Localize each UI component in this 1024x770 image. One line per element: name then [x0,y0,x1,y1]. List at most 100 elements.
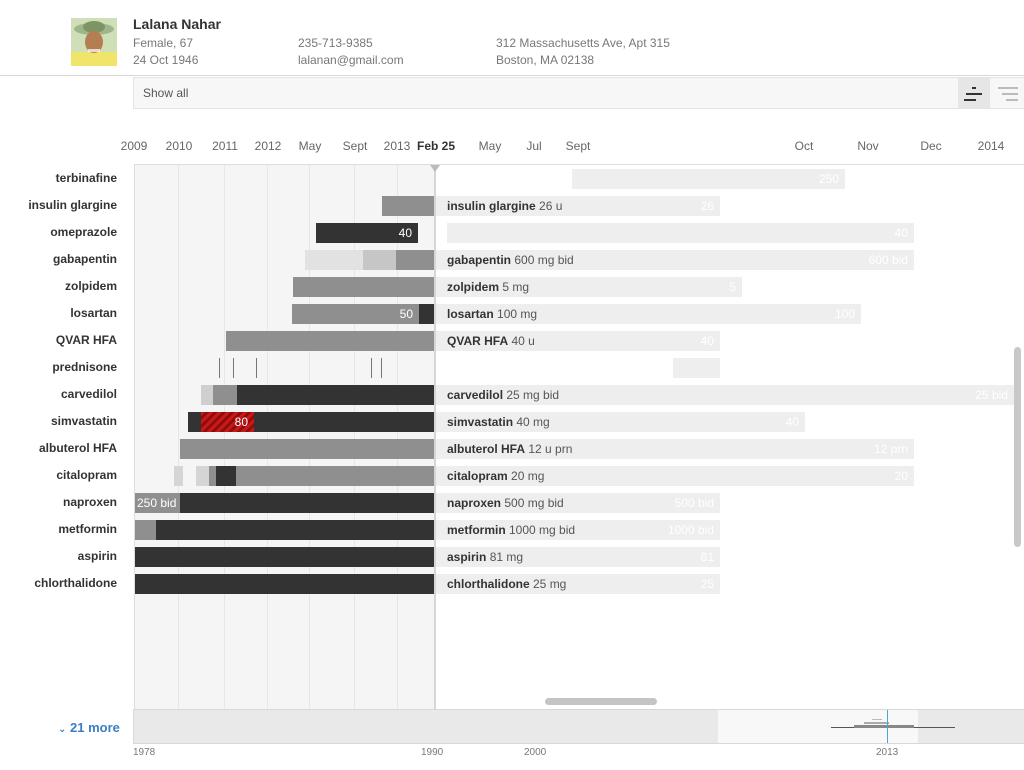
med-row-label[interactable]: terbinafine [55,171,117,185]
future-dose-bar[interactable]: 250 [572,169,845,189]
time-axis: 2009 2010 2011 2012 May Sept 2013 Feb 25… [0,136,1024,156]
med-row-label[interactable]: naproxen [62,495,117,509]
timeline-view-icon [964,87,982,101]
future-dose-bar[interactable]: 40 [436,412,805,432]
patient-sex-age: Female, 67 [133,36,194,50]
dose-event-mark[interactable] [256,358,257,378]
overview-year-label: 1978 [133,747,156,758]
past-dose-bar[interactable] [254,412,435,432]
show-all-button[interactable]: Show all [143,86,189,100]
overview-year-label: 2000 [524,747,547,758]
past-dose-bar-highlighted[interactable]: 80 [201,412,254,432]
vertical-scrollbar[interactable] [1014,347,1021,547]
overview-timeline[interactable] [133,709,1024,744]
future-dose-bar[interactable]: 20 [436,466,914,486]
med-current-dose: carvedilol 25 mg bid [447,388,560,402]
med-current-dose: citalopram 20 mg [447,469,545,483]
future-dose-bar[interactable]: 600 bid [436,250,914,270]
axis-tick: May [298,139,322,153]
past-dose-bar[interactable] [226,331,435,351]
axis-tick: Sept [565,139,591,153]
axis-tick: Sept [342,139,368,153]
med-row-label[interactable]: carvedilol [60,387,117,401]
future-dose-bar[interactable]: 81 [436,547,720,567]
med-row-label[interactable]: insulin glargine [28,198,117,212]
med-row-label[interactable]: gabapentin [52,252,117,266]
past-dose-bar[interactable] [135,547,435,567]
axis-tick: Jul [526,139,542,153]
horizontal-scrollbar[interactable] [545,698,657,705]
past-dose-bar[interactable] [209,466,216,486]
past-dose-bar[interactable] [135,574,435,594]
dose-event-mark[interactable] [219,358,220,378]
patient-address-line1: 312 Massachusetts Ave, Apt 315 [496,36,670,50]
overview-year-label: 2013 [876,747,899,758]
axis-tick: 2010 [165,139,193,153]
past-dose-bar[interactable] [237,385,435,405]
list-view-icon [998,87,1018,101]
med-row-label[interactable]: omeprazole [50,225,117,239]
med-current-dose: gabapentin 600 mg bid [447,253,574,267]
med-row-label[interactable]: metformin [58,522,117,536]
past-dose-bar[interactable] [180,439,435,459]
past-dose-bar[interactable] [382,196,435,216]
show-more-link[interactable]: ⌄ 21 more [58,720,120,735]
medication-timeline[interactable]: 250 26 insulin glargine 26 u 40 40 600 b… [134,164,1024,710]
patient-name: Lalana Nahar [133,16,221,32]
future-dose-bar[interactable] [673,358,720,378]
med-current-dose: QVAR HFA 40 u [447,334,535,348]
dose-event-mark[interactable] [233,358,234,378]
past-dose-bar[interactable] [396,250,435,270]
dose-event-mark[interactable] [381,358,382,378]
past-dose-bar[interactable] [196,466,209,486]
future-dose-bar[interactable]: 25 [436,574,720,594]
axis-tick: May [478,139,502,153]
med-current-dose: chlorthalidone 25 mg [447,577,567,591]
timeline-view-button[interactable] [958,78,990,109]
med-current-dose: simvastatin 40 mg [447,415,550,429]
med-row-label[interactable]: albuterol HFA [38,441,117,455]
patient-header: Lalana Nahar Female, 67 24 Oct 1946 235-… [0,0,1024,76]
chevron-down-icon: ⌄ [58,724,67,735]
past-dose-bar[interactable] [156,520,435,540]
med-row-label[interactable]: zolpidem [64,279,117,293]
past-dose-bar[interactable] [363,250,396,270]
list-view-button[interactable] [992,78,1024,109]
med-row-label[interactable]: citalopram [56,468,117,482]
past-dose-bar[interactable] [188,412,201,432]
past-dose-bar[interactable] [174,466,183,486]
med-row-label[interactable]: prednisone [52,360,117,374]
past-dose-bar[interactable] [305,250,363,270]
med-row-label[interactable]: chlorthalidone [34,576,117,590]
future-dose-bar[interactable]: 1000 bid [436,520,720,540]
past-dose-bar[interactable]: 50 [292,304,419,324]
med-row-label[interactable]: losartan [70,306,117,320]
future-dose-bar[interactable]: 5 [436,277,742,297]
past-dose-bar[interactable] [201,385,213,405]
overview-year-label: 1990 [421,747,444,758]
future-dose-bar[interactable]: 40 [447,223,914,243]
past-dose-bar[interactable] [216,466,236,486]
past-dose-bar[interactable] [293,277,435,297]
future-dose-bar[interactable]: 25 bid [436,385,1014,405]
future-dose-bar[interactable]: 100 [436,304,861,324]
past-dose-bar[interactable] [419,304,435,324]
patient-avatar [71,18,117,66]
past-dose-bar[interactable] [236,466,435,486]
future-dose-bar[interactable]: 40 [436,331,720,351]
med-row-label[interactable]: QVAR HFA [55,333,117,347]
med-row-label[interactable]: aspirin [77,549,117,563]
future-dose-bar[interactable]: 500 bid [436,493,720,513]
past-dose-bar[interactable] [213,385,237,405]
med-row-label[interactable]: simvastatin [50,414,117,428]
axis-tick-today: Feb 25 [416,139,456,153]
past-dose-bar[interactable] [135,520,156,540]
past-dose-bar[interactable]: 250 bid [135,493,180,513]
patient-dob: 24 Oct 1946 [133,53,199,67]
dose-event-mark[interactable] [371,358,372,378]
past-dose-bar[interactable] [180,493,435,513]
future-dose-bar[interactable]: 26 [436,196,720,216]
past-dose-bar[interactable]: 40 [316,223,418,243]
future-dose-bar[interactable]: 12 prn [436,439,914,459]
axis-tick: 2014 [977,139,1005,153]
